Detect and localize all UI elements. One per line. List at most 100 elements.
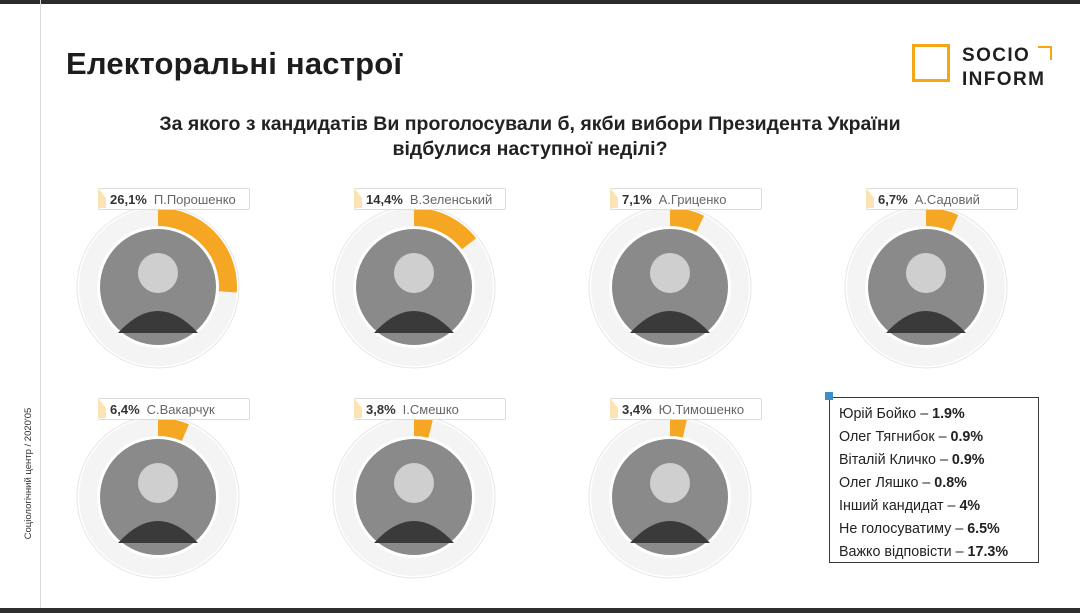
- legend-item-value: 0.8%: [934, 475, 967, 491]
- person-body-icon: [374, 521, 454, 543]
- candidate-card: 6,7% А.Садовий: [844, 188, 1046, 369]
- candidate-name: П.Порошенко: [153, 191, 236, 207]
- vote-share-arc: [413, 208, 477, 250]
- question-line-1: За якого з кандидатів Ви проголосували б…: [159, 113, 901, 135]
- candidate-ring-chart: [588, 205, 752, 369]
- candidate-ring-chart: [76, 205, 240, 369]
- candidate-ring-chart: [332, 205, 496, 369]
- legend-item-value: 4%: [959, 498, 981, 514]
- candidate-percent: 6,7%: [878, 191, 908, 207]
- legend-item-name: Важко відповісти –: [839, 544, 968, 560]
- vote-share-arc: [157, 208, 237, 293]
- person-head-icon: [650, 253, 690, 293]
- candidate-percent: 26,1%: [110, 191, 147, 207]
- legend-item-name: Олег Ляшко –: [839, 475, 935, 491]
- candidate-label: 6,4% С.Вакарчук: [98, 398, 250, 420]
- candidate-name: С.Вакарчук: [146, 401, 215, 417]
- vote-share-arc: [669, 418, 687, 438]
- person-body-icon: [630, 311, 710, 333]
- logo-bracket-icon: [1038, 46, 1052, 60]
- logo-line-2: INFORM: [962, 69, 1046, 90]
- candidate-card: 3,4% Ю.Тимошенко: [588, 398, 790, 579]
- candidate-card: 26,1% П.Порошенко: [76, 188, 278, 369]
- candidate-name: В.Зеленський: [409, 191, 493, 207]
- person-head-icon: [650, 463, 690, 503]
- legend-item-name: Олег Тягнибок –: [839, 429, 951, 445]
- person-body-icon: [374, 311, 454, 333]
- vote-share-arc: [157, 418, 189, 441]
- candidate-ring-chart: [332, 415, 496, 579]
- candidate-label: 6,7% А.Садовий: [866, 188, 1018, 210]
- candidate-percent: 3,4%: [622, 401, 652, 417]
- legend-item: Важко відповісти – 17.3%: [839, 541, 1038, 564]
- bottom-border: [0, 608, 1080, 613]
- candidate-name: Ю.Тимошенко: [658, 401, 745, 417]
- socio-inform-logo: SOCIO INFORM: [912, 44, 1054, 92]
- candidate-ring-chart: [844, 205, 1008, 369]
- candidate-percent: 7,1%: [622, 191, 652, 207]
- legend-item: Інший кандидат – 4%: [839, 495, 1038, 518]
- person-head-icon: [138, 253, 178, 293]
- legend-item: Олег Тягнибок – 0.9%: [839, 426, 1038, 449]
- vote-share-arc: [413, 418, 433, 438]
- candidate-label: 3,4% Ю.Тимошенко: [610, 398, 762, 420]
- candidate-label: 26,1% П.Порошенко: [98, 188, 250, 210]
- label-flag-icon: [610, 398, 618, 418]
- legend-item-value: 17.3%: [967, 544, 1009, 560]
- legend-list: Юрій Бойко – 1.9% Олег Тягнибок – 0.9% Віт…: [839, 403, 1038, 564]
- others-legend: Юрій Бойко – 1.9% Олег Тягнибок – 0.9% Віт…: [825, 392, 1039, 564]
- legend-item-name: Не голосуватиму –: [839, 521, 968, 537]
- candidate-ring-chart: [76, 415, 240, 579]
- logo-text: SOCIO INFORM: [962, 44, 1045, 92]
- candidate-label: 7,1% А.Гриценко: [610, 188, 762, 210]
- vote-share-arc: [669, 208, 705, 233]
- legend-item-value: 0.9%: [951, 452, 985, 468]
- logo-square-icon: [912, 44, 950, 82]
- legend-item: Не голосуватиму – 6.5%: [839, 518, 1038, 541]
- candidate-card: 6,4% С.Вакарчук: [76, 398, 278, 579]
- candidate-name: І.Смешко: [402, 401, 459, 417]
- person-body-icon: [886, 311, 966, 333]
- legend-item: Віталій Кличко – 0.9%: [839, 449, 1038, 472]
- person-head-icon: [906, 253, 946, 293]
- candidate-card: 7,1% А.Гриценко: [588, 188, 790, 369]
- legend-item-name: Інший кандидат –: [839, 498, 960, 514]
- candidate-label: 3,8% І.Смешко: [354, 398, 506, 420]
- label-flag-icon: [98, 188, 106, 208]
- candidate-name: А.Гриценко: [658, 191, 727, 207]
- label-flag-icon: [354, 398, 362, 418]
- vote-share-arc: [925, 208, 959, 232]
- person-head-icon: [138, 463, 178, 503]
- label-flag-icon: [866, 188, 874, 208]
- label-flag-icon: [610, 188, 618, 208]
- top-border: [0, 0, 1080, 4]
- candidate-percent: 3,8%: [366, 401, 396, 417]
- person-body-icon: [118, 311, 198, 333]
- legend-item: Юрій Бойко – 1.9%: [839, 403, 1038, 426]
- logo-line-1: SOCIO: [962, 45, 1031, 66]
- legend-item-value: 6.5%: [967, 521, 1000, 537]
- legend-item-name: Юрій Бойко –: [839, 406, 933, 422]
- side-caption: Соціологічний центр / 2020'05: [23, 407, 34, 540]
- candidate-percent: 6,4%: [110, 401, 140, 417]
- legend-item-name: Віталій Кличко –: [839, 452, 952, 468]
- candidate-name: А.Садовий: [914, 191, 980, 207]
- candidate-card: 3,8% І.Смешко: [332, 398, 534, 579]
- candidate-label: 14,4% В.Зеленський: [354, 188, 506, 210]
- candidate-percent: 14,4%: [366, 191, 403, 207]
- legend-marker-icon: [825, 392, 833, 400]
- person-body-icon: [630, 521, 710, 543]
- legend-item-value: 0.9%: [950, 429, 984, 445]
- legend-item-value: 1.9%: [932, 406, 965, 422]
- label-flag-icon: [98, 398, 106, 418]
- candidate-card: 14,4% В.Зеленський: [332, 188, 534, 369]
- legend-item: Олег Ляшко – 0.8%: [839, 472, 1038, 495]
- candidate-ring-chart: [588, 415, 752, 579]
- person-body-icon: [118, 521, 198, 543]
- person-head-icon: [394, 463, 434, 503]
- page-title: Електоральні настрої: [66, 46, 403, 81]
- person-head-icon: [394, 253, 434, 293]
- label-flag-icon: [354, 188, 362, 208]
- question-line-2: відбулися наступної неділі?: [392, 138, 668, 160]
- survey-question: За якого з кандидатів Ви проголосували б…: [150, 112, 910, 162]
